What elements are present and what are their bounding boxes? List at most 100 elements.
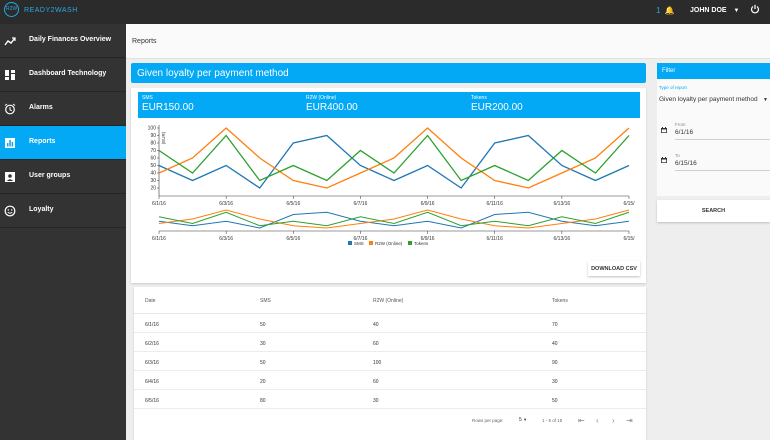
table-row: 6/4/16 20 60 30 <box>134 371 646 390</box>
cell-r2w-online: 40 <box>373 322 379 328</box>
sidebar-item-label: Alarms <box>29 104 53 111</box>
sidebar-item-label: Daily Finances Overview <box>29 36 112 43</box>
report-type-value: Given loyalty per payment method <box>659 96 758 103</box>
table-row: 6/3/16 50 100 90 <box>134 352 646 371</box>
sidebar-item-loyalty[interactable]: Loyalty <box>0 194 126 228</box>
logo-mark-text: R2W <box>6 6 18 12</box>
page-header: Reports <box>126 24 770 59</box>
table-row: 6/5/16 80 30 50 <box>134 390 646 409</box>
report-type-select[interactable]: Given loyalty per payment method ▼ <box>659 94 770 106</box>
series-line-sms <box>158 134 630 189</box>
x-tick-label: 6/5/16 <box>286 201 300 207</box>
sidebar-item-label: Reports <box>29 138 56 145</box>
total-value: EUR400.00 <box>306 102 358 113</box>
cell-sms: 50 <box>260 322 266 328</box>
previous-page-icon[interactable]: ‹ <box>596 416 599 425</box>
legend-swatch <box>348 241 352 245</box>
main-content: Reports <box>126 24 770 440</box>
sidebar-item-label: User groups <box>29 172 71 179</box>
table-pagination: Rows per page: 5 ▼ 1 - 5 of 15 ⇤ ‹ › ⇥ <box>134 412 646 432</box>
y-tick-label: 20 <box>150 186 156 192</box>
legend-label: Tokens <box>414 241 429 246</box>
filter-body: Type of report Given loyalty per payment… <box>657 79 770 196</box>
column-header-tokens[interactable]: Tokens <box>552 298 568 304</box>
caret-down-icon: ▼ <box>733 8 740 14</box>
logo: R2W READY2WASH <box>4 2 104 22</box>
filter-title: Filter <box>662 68 676 74</box>
to-label: To <box>675 153 680 158</box>
user-menu[interactable]: JOHN DOE ▼ <box>690 7 739 14</box>
x-tick-label: 6/9/16 <box>421 201 435 207</box>
sidebar-item-dashboard-technology[interactable]: Dashboard Technology <box>0 58 126 92</box>
total-sms: SMS EUR150.00 <box>142 95 194 113</box>
dashboard-icon <box>5 70 15 80</box>
bell-icon: 🔔 <box>664 6 675 15</box>
cell-r2w-online: 100 <box>373 360 382 366</box>
search-button[interactable]: SEARCH <box>657 200 770 222</box>
x-tick-label: 6/11/16 <box>487 236 504 242</box>
column-header-date[interactable]: Date <box>145 298 156 304</box>
calendar-icon[interactable] <box>661 157 667 163</box>
y-tick-label: 30 <box>150 178 156 184</box>
x-tick-label: 6/13/16 <box>554 236 571 242</box>
y-tick-label: 80 <box>150 141 156 147</box>
cell-date: 6/4/16 <box>145 379 159 385</box>
y-tick-label: 60 <box>150 156 156 162</box>
total-label: R2W (Online) <box>306 95 337 101</box>
power-icon[interactable] <box>750 4 760 14</box>
total-tokens: Tokens EUR200.00 <box>471 95 523 113</box>
data-table: Date SMS R2W (Online) Tokens 6/1/16 50 4… <box>134 287 646 440</box>
y-tick-label: 50 <box>150 163 156 169</box>
series-line-r2w-online <box>158 127 630 189</box>
table-row: 6/2/16 30 60 40 <box>134 333 646 352</box>
total-label: SMS <box>142 95 153 101</box>
total-r2w-online: R2W (Online) EUR400.00 <box>306 95 358 113</box>
notification-count: 1 <box>656 6 661 15</box>
download-csv-button[interactable]: DOWNLOAD CSV <box>588 261 640 276</box>
navigator-line-tokens <box>158 211 630 227</box>
cell-sms: 20 <box>260 379 266 385</box>
cell-tokens: 40 <box>552 341 558 347</box>
last-page-icon[interactable]: ⇥ <box>626 416 633 425</box>
total-label: Tokens <box>471 95 487 101</box>
from-date-field[interactable]: 6/1/16 <box>675 129 694 136</box>
x-tick-label: 6/11/16 <box>487 201 504 207</box>
y-axis-label: (EUR) <box>161 131 166 144</box>
series-line-tokens <box>158 134 630 182</box>
cell-date: 6/2/16 <box>145 341 159 347</box>
cell-date: 6/3/16 <box>145 360 159 366</box>
sidebar-item-daily-finances[interactable]: Daily Finances Overview <box>0 24 126 58</box>
legend-label: SMS <box>354 241 364 246</box>
notifications-button[interactable]: 1 🔔 <box>656 6 675 15</box>
report-title: Given loyalty per payment method <box>137 68 289 79</box>
filter-panel: Filter Type of report Given loyalty per … <box>657 63 770 223</box>
calendar-icon[interactable] <box>661 127 667 133</box>
column-header-r2w-online[interactable]: R2W (Online) <box>373 298 404 304</box>
cell-r2w-online: 60 <box>373 341 379 347</box>
cell-tokens: 30 <box>552 379 558 385</box>
sidebar-item-label: Loyalty <box>29 206 54 213</box>
user-groups-icon <box>5 172 15 182</box>
sidebar-item-alarms[interactable]: Alarms <box>0 92 126 126</box>
first-page-icon[interactable]: ⇤ <box>578 416 585 425</box>
sidebar-item-reports[interactable]: Reports <box>0 126 126 160</box>
to-date-field[interactable]: 6/15/16 <box>675 160 697 167</box>
x-tick-label: 6/5/16 <box>286 236 300 242</box>
chart-card: SMS EUR150.00 R2W (Online) EUR400.00 Tok… <box>131 88 646 283</box>
trend-icon <box>4 37 16 46</box>
x-tick-label: 6/7/16 <box>353 201 367 207</box>
column-header-sms[interactable]: SMS <box>260 298 271 304</box>
sidebar-item-user-groups[interactable]: User groups <box>0 160 126 194</box>
user-name: JOHN DOE <box>690 7 727 14</box>
filter-header: Filter <box>657 63 770 79</box>
rows-per-page-select[interactable]: 5 ▼ <box>519 417 527 423</box>
sidebar-item-label: Dashboard Technology <box>29 70 107 77</box>
legend-label: R2W (Online) <box>375 241 403 246</box>
cell-sms: 50 <box>260 360 266 366</box>
cell-date: 6/1/16 <box>145 322 159 328</box>
legend-swatch <box>369 241 373 245</box>
cell-sms: 80 <box>260 398 266 404</box>
next-page-icon[interactable]: › <box>612 416 615 425</box>
cell-tokens: 90 <box>552 360 558 366</box>
to-underline <box>675 170 770 171</box>
